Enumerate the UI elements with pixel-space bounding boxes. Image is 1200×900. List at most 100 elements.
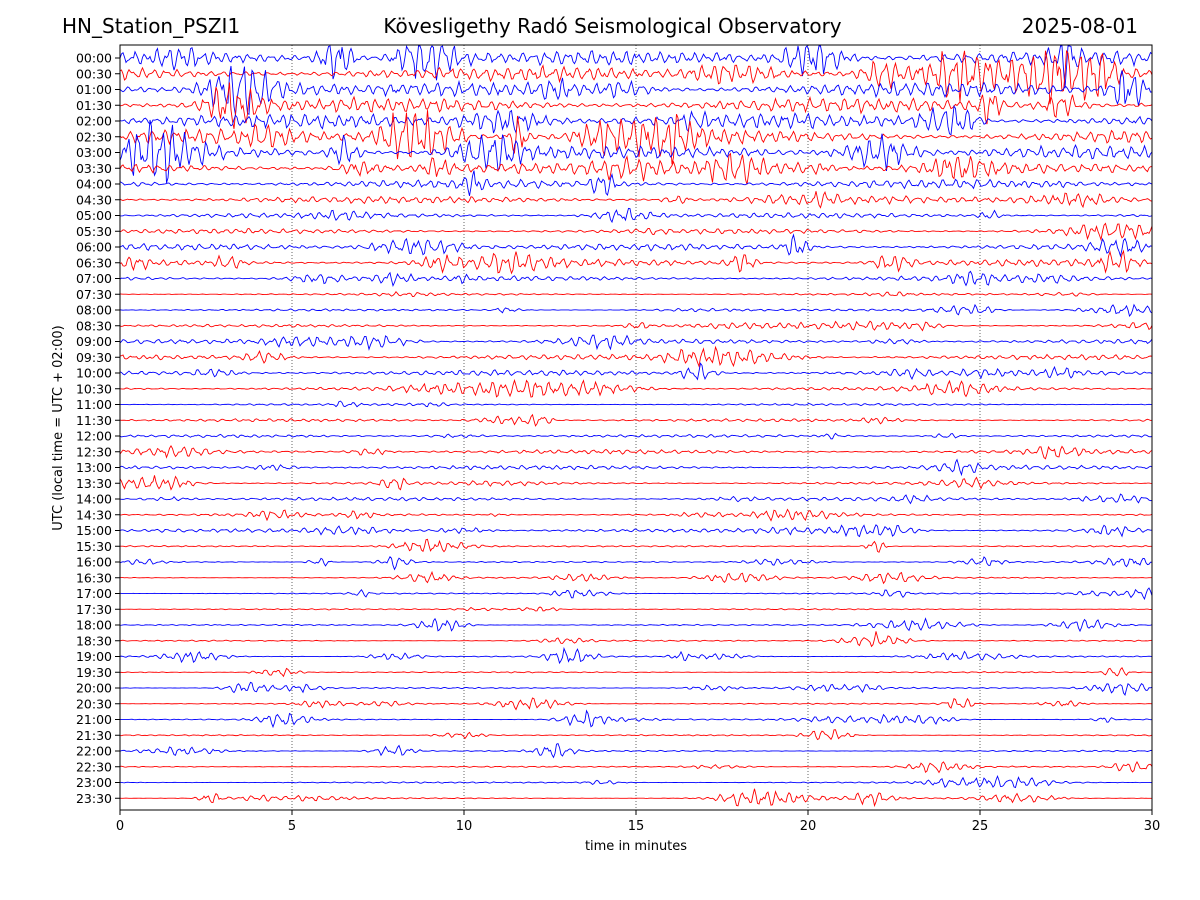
y-tick-label: 12:00 <box>76 429 112 444</box>
y-tick-label: 09:30 <box>76 350 112 365</box>
y-tick-label: 21:30 <box>76 728 112 743</box>
x-tick-label: 30 <box>1144 819 1161 834</box>
trace-row-0600 <box>119 233 1153 258</box>
y-tick-label: 00:00 <box>76 51 112 66</box>
y-tick-label: 02:30 <box>76 129 112 144</box>
y-tick-label: 07:30 <box>76 287 112 302</box>
trace-row-0700 <box>119 270 1153 288</box>
grid-lines <box>291 45 981 810</box>
x-tick-label: 25 <box>972 819 989 834</box>
trace-row-1000 <box>119 362 1153 381</box>
trace-row-2100 <box>119 709 1153 729</box>
trace-row-1030 <box>119 378 1153 398</box>
seismogram-traces <box>119 44 1153 808</box>
y-tick-label: 21:00 <box>76 712 112 727</box>
y-tick-label: 09:00 <box>76 334 112 349</box>
y-tick-label: 22:00 <box>76 744 112 759</box>
trace-row-2200 <box>119 743 1153 759</box>
x-tick-label: 20 <box>800 819 817 834</box>
y-tick-label: 18:00 <box>76 618 112 633</box>
y-tick-label: 23:00 <box>76 775 112 790</box>
y-tick-label: 20:00 <box>76 681 112 696</box>
trace-row-1430 <box>119 508 1153 522</box>
trace-row-0930 <box>119 345 1153 368</box>
y-tick-label: 10:30 <box>76 381 112 396</box>
x-axis-label: time in minutes <box>585 839 687 854</box>
trace-row-0200 <box>119 104 1153 136</box>
y-tick-label: 06:00 <box>76 240 112 255</box>
trace-row-1900 <box>119 646 1153 665</box>
y-tick-label: 13:00 <box>76 460 112 475</box>
trace-row-1930 <box>119 666 1153 678</box>
y-tick-label: 19:30 <box>76 665 112 680</box>
y-tick-label: 22:30 <box>76 759 112 774</box>
y-tick-label: 11:30 <box>76 413 112 428</box>
y-tick-label: 17:30 <box>76 602 112 617</box>
y-tick-label: 12:30 <box>76 444 112 459</box>
trace-row-1700 <box>119 587 1153 601</box>
y-tick-label: 14:30 <box>76 507 112 522</box>
trace-row-1100 <box>119 400 1153 408</box>
x-tick-label: 0 <box>116 819 124 834</box>
trace-row-0500 <box>120 207 1153 224</box>
y-tick-label: 04:00 <box>76 177 112 192</box>
trace-row-2130 <box>119 729 1153 741</box>
y-tick-label: 15:30 <box>76 539 112 554</box>
y-tick-label: 16:00 <box>76 555 112 570</box>
trace-row-0000 <box>119 44 1153 89</box>
trace-row-1300 <box>119 458 1153 477</box>
y-tick-label: 19:00 <box>76 649 112 664</box>
trace-row-2330 <box>119 788 1152 808</box>
y-tick-label: 16:30 <box>76 570 112 585</box>
trace-row-1230 <box>119 445 1153 460</box>
y-tick-label: 01:00 <box>76 82 112 97</box>
trace-row-2000 <box>119 681 1153 696</box>
y-tick-label: 02:00 <box>76 114 112 129</box>
y-tick-label: 15:00 <box>76 523 112 538</box>
trace-row-1800 <box>119 617 1153 633</box>
station-label: HN_Station_PSZI1 <box>62 14 241 38</box>
trace-row-1200 <box>119 432 1153 440</box>
trace-row-0800 <box>119 303 1153 317</box>
y-tick-label: 08:30 <box>76 318 112 333</box>
trace-row-1500 <box>119 524 1152 538</box>
x-tick-label: 15 <box>628 819 645 834</box>
trace-row-0100 <box>119 65 1153 116</box>
trace-row-1530 <box>119 538 1153 553</box>
trace-row-0830 <box>119 320 1153 332</box>
trace-row-0030 <box>119 49 1153 105</box>
trace-row-2030 <box>119 697 1153 711</box>
trace-row-1400 <box>119 493 1153 505</box>
y-tick-label: 04:30 <box>76 192 112 207</box>
y-tick-label: 03:30 <box>76 161 112 176</box>
trace-row-0300 <box>119 119 1153 183</box>
trace-row-1830 <box>119 631 1153 648</box>
y-tick-label: 18:30 <box>76 633 112 648</box>
y-tick-label: 00:30 <box>76 66 112 81</box>
trace-row-0230 <box>119 110 1153 165</box>
x-axis-ticks: 0 5 10 15 20 25 30 <box>116 810 1160 834</box>
y-tick-label: 20:30 <box>76 696 112 711</box>
trace-row-0530 <box>119 222 1153 242</box>
trace-row-0430 <box>119 191 1153 209</box>
trace-row-1330 <box>119 475 1153 491</box>
y-tick-label: 11:00 <box>76 397 112 412</box>
trace-row-1630 <box>119 570 1152 585</box>
trace-row-1600 <box>119 556 1153 571</box>
y-tick-label: 03:00 <box>76 145 112 160</box>
trace-row-0330 <box>119 152 1153 185</box>
y-tick-label: 17:00 <box>76 586 112 601</box>
y-tick-label: 01:30 <box>76 98 112 113</box>
y-tick-label: 06:30 <box>76 255 112 270</box>
trace-row-1130 <box>119 413 1153 427</box>
y-tick-label: 23:30 <box>76 791 112 806</box>
y-tick-label: 05:30 <box>76 224 112 239</box>
x-tick-label: 5 <box>288 819 296 834</box>
y-tick-label: 10:00 <box>76 366 112 381</box>
y-axis-ticks: 00:0000:3001:0001:3002:0002:3003:0003:30… <box>76 51 120 806</box>
trace-row-0400 <box>119 170 1153 196</box>
y-tick-label: 07:00 <box>76 271 112 286</box>
trace-row-0730 <box>119 290 1153 297</box>
trace-row-2230 <box>119 761 1153 774</box>
